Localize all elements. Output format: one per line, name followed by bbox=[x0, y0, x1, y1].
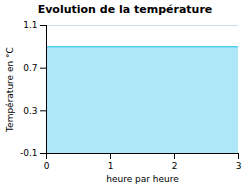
svg-text:0: 0 bbox=[44, 161, 50, 171]
svg-text:-0.1: -0.1 bbox=[20, 148, 38, 158]
svg-text:1: 1 bbox=[108, 161, 114, 171]
svg-text:Température en °C: Température en °C bbox=[5, 47, 15, 133]
svg-text:1.1: 1.1 bbox=[23, 20, 37, 30]
html-text:Evolution de la température: Evolution de la température bbox=[37, 3, 213, 16]
svg-text:heure par heure: heure par heure bbox=[106, 174, 179, 184]
svg-text:0.3: 0.3 bbox=[23, 106, 37, 116]
svg-text:3: 3 bbox=[236, 161, 242, 171]
svg-text:2: 2 bbox=[172, 161, 178, 171]
svg-text:0.7: 0.7 bbox=[23, 63, 37, 73]
